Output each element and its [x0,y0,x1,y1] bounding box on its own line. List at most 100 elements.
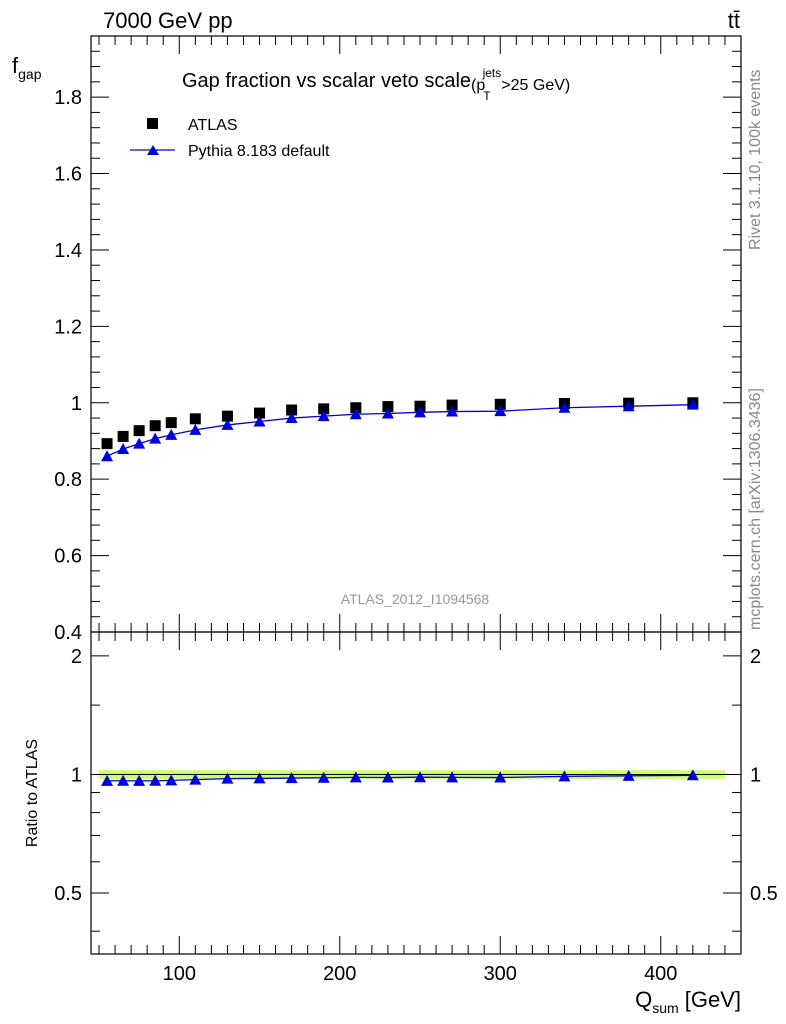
main-title-subscript: T [483,89,491,103]
ratio-panel: 0.5 0.5 1 1 2 2 100 200 300 400 Ratio to ATLAS Q… [24,631,778,1016]
pythia-point [101,450,114,462]
atlas-data-point [101,438,113,450]
ratio-pythia-point [221,772,234,784]
legend-atlas-label: ATLAS [188,117,238,134]
main-y-axis-label: fgap [12,53,42,82]
x-tick-label: 200 [323,963,356,985]
x-tick-label: 100 [163,963,196,985]
ratio-pythia-point [189,773,202,785]
ratio-pythia-point [149,774,162,786]
main-y-tick-label: 1.2 [54,316,82,338]
pythia-point [165,428,178,440]
x-axis-label: Qsum [GeV] [635,987,741,1016]
main-y-tick-label: 0.6 [54,546,82,568]
ratio-pythia-point [349,771,362,783]
ratio-y-tick-label-left: 2 [71,646,82,668]
atlas-data-point [414,400,426,412]
atlas-data-point [133,425,145,437]
pythia-point [494,405,507,417]
legend-atlas-marker [147,118,158,129]
legend: ATLAS Pythia 8.183 default [130,117,330,160]
atlas-data-point [254,407,266,419]
ratio-pythia-point [253,772,266,784]
ratio-pythia-point [686,769,699,781]
pythia-point [622,400,635,412]
pythia-point [414,406,427,418]
ratio-y-tick-label-left: 1 [71,764,82,786]
atlas-data-point [149,420,161,432]
legend-pythia-marker [147,145,159,155]
rivet-version-label: Rivet 3.1.10, 100k events [747,69,764,250]
main-x-ticks [98,36,742,632]
x-tick-label: 300 [484,963,517,985]
mcplots-label: mcplots.cern.ch [arXiv:1306.3436] [747,388,764,630]
main-y-tick-label: 1.6 [54,164,82,186]
main-title-superscript: jets [482,66,502,80]
atlas-data-point [318,403,330,415]
pythia-point [686,398,699,410]
main-panel: 0.4 0.6 0.8 1 1.2 1.4 1.6 1.8 Gap fraction vs s… [12,35,742,644]
ratio-band-layer [91,770,741,779]
ratio-y-tick-label-right: 2 [750,646,761,668]
ratio-y-tick-label-right: 0.5 [750,883,778,905]
ratio-x-ticks: 100 200 300 400 [98,632,742,985]
ratio-pythia-point [117,774,130,786]
ratio-panel-frame [90,631,742,955]
main-title-tail: >25 GeV) [501,77,570,94]
ratio-pythia-point [446,771,459,783]
main-title: Gap fraction vs scalar veto scale(p Tjets… [182,66,570,103]
atlas-data-point [382,401,394,413]
header-right-label: tt̄ [728,8,740,33]
ratio-series-layer [101,769,699,786]
pythia-point [317,410,330,422]
pythia-point [349,408,362,420]
atlas-data-point [165,417,177,429]
main-title-text: Gap fraction vs scalar veto scale [182,70,471,92]
x-axis-label-sub: sum [652,1000,678,1016]
pythia-point [285,412,298,424]
ratio-y-tick-label-left: 0.5 [54,883,82,905]
ratio-pythia-point [165,774,178,786]
main-y-tick-label: 1 [71,393,82,415]
atlas-data-point [286,404,298,416]
pythia-point [133,437,146,449]
pythia-point [558,401,571,413]
pythia-point [117,442,130,454]
main-y-tick-label: 0.4 [54,622,82,644]
legend-pythia-label: Pythia 8.183 default [188,143,330,160]
pythia-point [446,405,459,417]
main-y-axis-label-sub: gap [18,66,42,82]
main-title-paren: (p [471,77,485,94]
ratio-pythia-point [285,772,298,784]
ratio-pythia-point [622,769,635,781]
atlas-data-point [350,402,362,414]
pythia-point [381,407,394,419]
atlas-data-point [221,410,233,422]
x-axis-label-text: Q [635,987,652,1012]
ratio-pythia-point [558,770,571,782]
ratio-pythia-point [494,771,507,783]
pythia-point [221,418,234,430]
ratio-pythia-point [317,771,330,783]
ratio-y-ticks: 0.5 0.5 1 1 2 2 [54,646,778,932]
ratio-pythia-point [133,774,146,786]
ratio-y-axis-label: Ratio to ATLAS [24,739,41,847]
ratio-pythia-point [381,771,394,783]
pythia-point [189,423,202,435]
atlas-data-point [446,399,458,411]
main-series-layer [101,397,699,462]
x-tick-label: 400 [644,963,677,985]
pythia-point [253,415,266,427]
main-y-tick-label: 0.8 [54,469,82,491]
main-y-ticks: 0.4 0.6 0.8 1 1.2 1.4 1.6 1.8 [54,35,741,644]
atlas-data-point [189,413,201,425]
ratio-y-tick-label-right: 1 [750,764,761,786]
main-y-axis-label-text: f [12,53,19,78]
pythia-point [149,432,162,444]
x-axis-label-tail: [GeV] [679,987,741,1012]
ratio-pythia-point [101,774,114,786]
ratio-pythia-point [414,771,427,783]
atlas-data-point [494,398,506,410]
main-y-tick-label: 1.8 [54,87,82,109]
